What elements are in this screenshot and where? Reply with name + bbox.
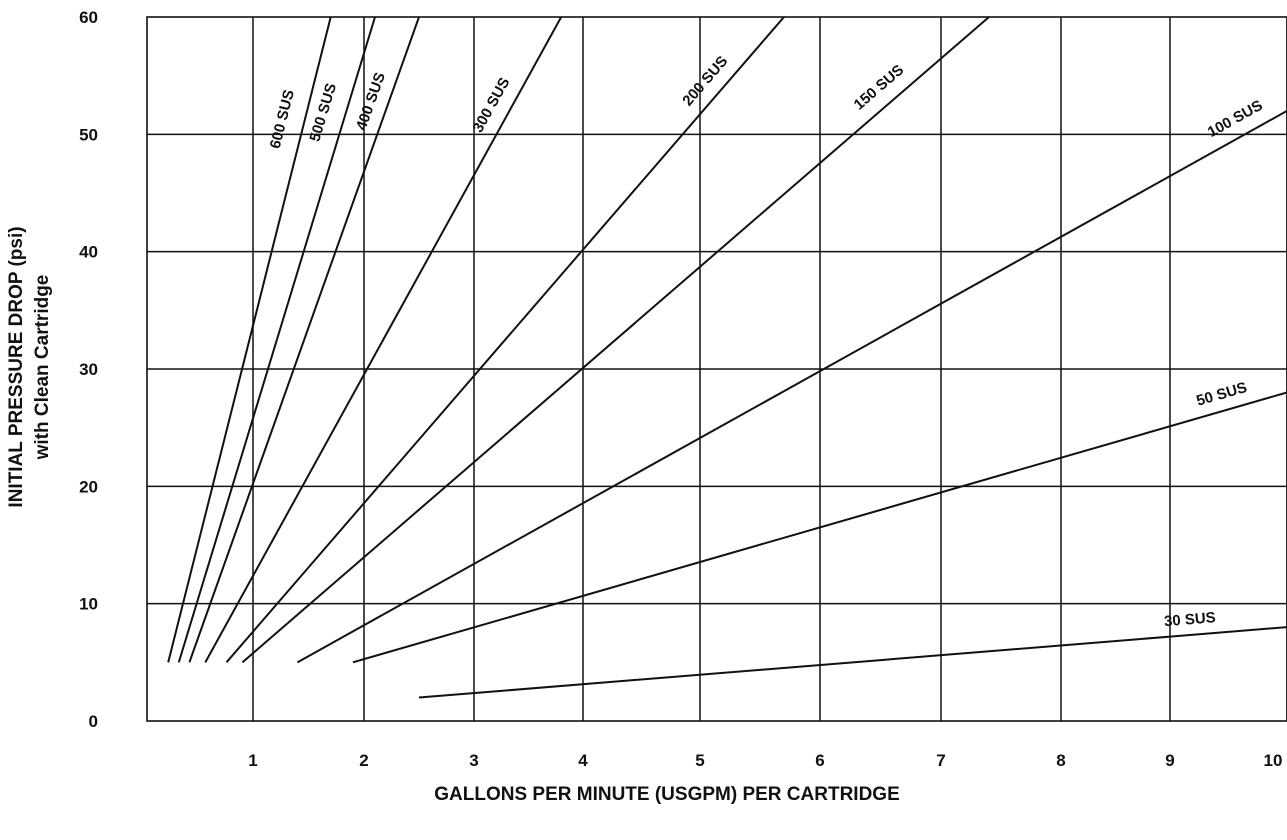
series-label: 30 SUS: [1163, 609, 1216, 630]
x-tick-label: 5: [695, 751, 704, 770]
y-tick-label: 50: [79, 125, 98, 144]
x-tick-label: 3: [469, 751, 478, 770]
x-tick-label: 2: [359, 751, 368, 770]
x-tick-label: 8: [1056, 751, 1065, 770]
x-tick-label: 4: [578, 751, 588, 770]
series-line: [167, 16, 332, 663]
x-tick-label: 1: [248, 751, 257, 770]
y-tick-label: 10: [79, 595, 98, 614]
series-line: [418, 626, 1287, 699]
series-layer: [167, 16, 1287, 699]
y-tick-label: 40: [79, 243, 98, 262]
y-tick-label: 30: [79, 360, 98, 379]
y-axis-title: INITIAL PRESSURE DROP (psi): [6, 226, 27, 507]
y-tick-label: 0: [89, 712, 98, 731]
series-label: 200 SUS: [679, 53, 731, 110]
y-tick-label: 20: [79, 477, 98, 496]
x-tick-label: 6: [815, 751, 824, 770]
series-label: 600 SUS: [267, 88, 298, 150]
tick-layer: 1 2 3 4 5 6 7 8 9 10 0 10 20 30 40 50 60: [79, 8, 1282, 770]
x-tick-label: 9: [1165, 751, 1174, 770]
series-label: 400 SUS: [353, 70, 389, 132]
x-tick-label: 10: [1264, 751, 1283, 770]
series-label: 300 SUS: [470, 75, 514, 136]
series-line: [241, 16, 990, 664]
y-tick-label: 60: [79, 8, 98, 27]
series-line: [204, 16, 563, 663]
series-line: [188, 16, 420, 663]
series-line: [177, 16, 376, 663]
x-tick-label: 7: [936, 751, 945, 770]
y-axis-subtitle: with Clean Cartridge: [32, 275, 53, 461]
series-label: 150 SUS: [851, 61, 908, 113]
series-line: [296, 109, 1287, 664]
series-line: [352, 391, 1287, 664]
series-line: [225, 16, 785, 663]
x-axis-title: GALLONS PER MINUTE (USGPM) PER CARTRIDGE: [434, 784, 900, 805]
